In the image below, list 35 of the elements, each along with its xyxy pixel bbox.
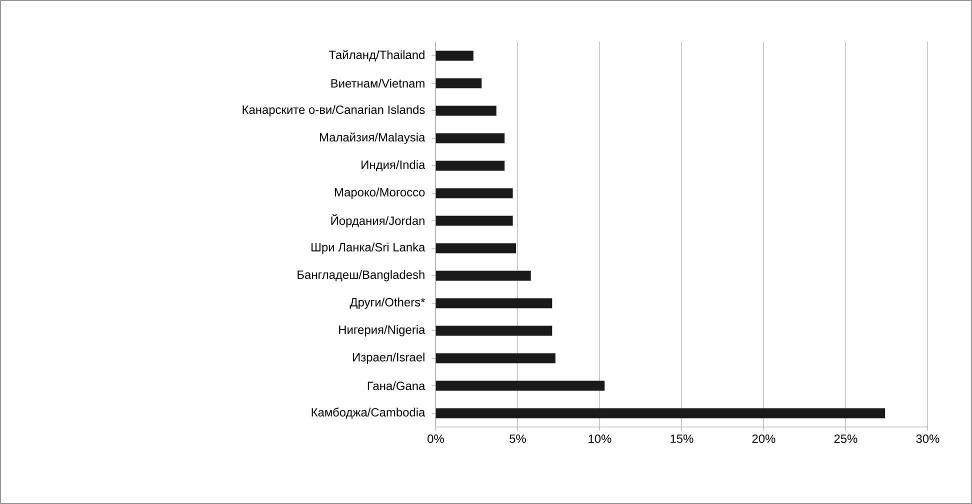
bar xyxy=(436,243,516,254)
bar xyxy=(436,270,531,281)
x-tick-label: 5% xyxy=(510,434,526,443)
bar xyxy=(436,216,513,226)
bar xyxy=(436,380,605,391)
y-tick-label: Бангладеш/Bangladesh xyxy=(298,270,424,282)
y-tick-label: Тайланд/Thailand xyxy=(328,50,424,62)
y-tick-label: Гана/Gana xyxy=(368,381,426,390)
x-tick-label: 30% xyxy=(916,434,940,443)
bar xyxy=(436,298,552,308)
bar xyxy=(436,133,505,144)
y-tick-label: Йордания/Jordan xyxy=(331,214,424,228)
bar xyxy=(436,326,552,336)
x-tick-label: 15% xyxy=(670,434,694,443)
y-tick-label: Нигерия/Nigeria xyxy=(339,325,426,336)
y-tick-label: Други/Others* xyxy=(350,298,426,309)
bar xyxy=(436,160,505,171)
y-tick-label: Виетнам/Vietnam xyxy=(331,78,424,88)
y-tick-label: Канарските о-ви/Canarian Islands xyxy=(242,105,425,116)
x-tick-label: 25% xyxy=(834,434,858,443)
y-tick-label: Камбоджа/Cambodia xyxy=(312,408,426,419)
y-tick-label: Мароко/Morocco xyxy=(334,188,425,199)
bar xyxy=(436,78,482,88)
y-tick-label: Шри Ланка/Sri Lanka xyxy=(312,242,426,254)
x-tick-label: 10% xyxy=(588,434,612,443)
bar xyxy=(436,106,496,116)
bar xyxy=(436,188,513,198)
x-tick-label: 20% xyxy=(752,434,776,443)
y-tick-label: Израел/Israel xyxy=(353,352,424,364)
y-tick-label: Индия/India xyxy=(362,160,426,172)
x-tick-label: 0% xyxy=(428,434,444,443)
bar xyxy=(436,408,886,418)
bar xyxy=(436,50,474,61)
bar xyxy=(436,353,556,364)
y-tick-label: Малайзия/Malaysia xyxy=(320,132,426,144)
